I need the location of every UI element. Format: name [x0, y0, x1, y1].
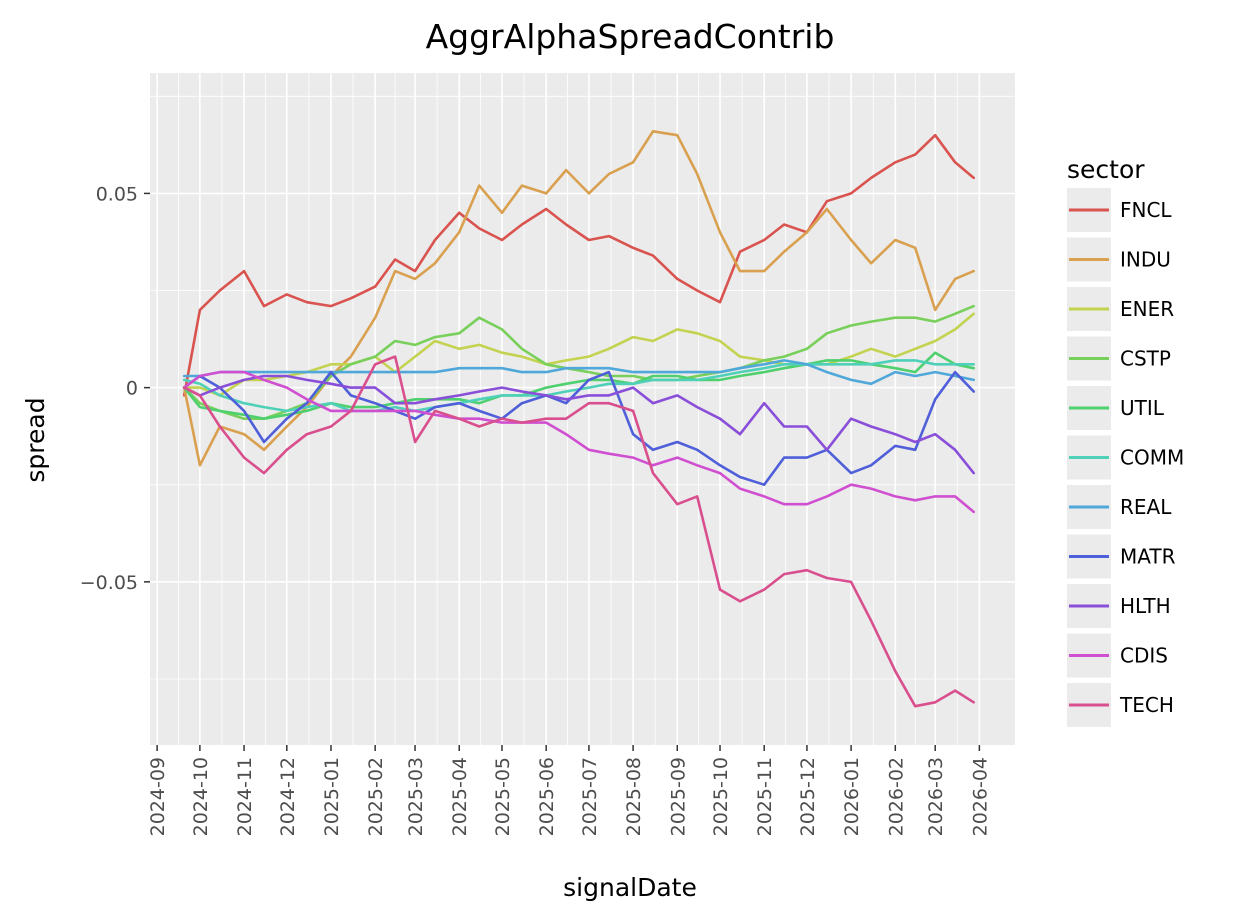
legend-label-hlth: HLTH: [1120, 594, 1171, 618]
chart-title: AggrAlphaSpreadContrib: [426, 17, 835, 56]
legend-label-tech: TECH: [1119, 693, 1174, 717]
series-line-hlth: [182, 374, 976, 475]
legend-label-ener: ENER: [1120, 297, 1174, 321]
y-tick-label: 0.05: [96, 183, 138, 205]
x-tick-label: 2025-05: [492, 757, 514, 836]
grid-major: [150, 73, 1015, 745]
series-line-util: [182, 351, 976, 421]
series-line-fncl: [182, 133, 976, 397]
x-tick-labels: 2024-09 2024-10 2024-11 2024-12 2025-01 2025-…: [147, 757, 991, 836]
series-line-ener: [182, 312, 976, 397]
legend: sector FNCL INDU ENER CSTP UTIL COMM REAL MATR H…: [1067, 155, 1184, 727]
y-tick-label: −0.05: [80, 572, 138, 594]
y-tick-label: 0: [126, 378, 138, 400]
x-axis-title: signalDate: [563, 873, 697, 902]
legend-label-matr: MATR: [1120, 545, 1176, 569]
x-tick-label: 2025-03: [405, 757, 427, 836]
x-tick-label: 2026-03: [925, 757, 947, 836]
x-tick-label: 2025-04: [449, 757, 471, 836]
x-tick-label: 2025-11: [754, 757, 776, 836]
legend-label-util: UTIL: [1120, 396, 1165, 420]
y-axis-title: spread: [21, 397, 50, 482]
x-tick-label: 2025-07: [579, 757, 601, 836]
legend-label-indu: INDU: [1120, 248, 1171, 272]
x-tick-label: 2025-01: [321, 757, 343, 836]
x-tick-label: 2024-12: [277, 757, 299, 836]
series-line-matr: [182, 370, 976, 487]
legend-label-cdis: CDIS: [1120, 644, 1168, 668]
legend-label-comm: COMM: [1120, 446, 1184, 470]
x-tick-label: 2024-11: [234, 757, 256, 836]
legend-items: FNCL INDU ENER CSTP UTIL COMM REAL MATR HLTH CDIS…: [1067, 188, 1184, 727]
series-line-cdis: [182, 370, 976, 514]
x-tick-label: 2025-08: [623, 757, 645, 836]
series-line-real: [182, 359, 976, 386]
series-line-tech: [182, 355, 976, 708]
x-tick-label: 2026-02: [885, 757, 907, 836]
series-lines: [182, 130, 976, 708]
axis-ticks: [144, 192, 981, 751]
legend-label-fncl: FNCL: [1120, 198, 1172, 222]
x-tick-label: 2025-12: [797, 757, 819, 836]
x-tick-label: 2026-01: [841, 757, 863, 836]
x-tick-label: 2026-04: [969, 757, 991, 836]
x-tick-label: 2024-10: [190, 757, 212, 836]
x-tick-label: 2025-06: [536, 757, 558, 836]
x-tick-label: 2025-02: [365, 757, 387, 836]
x-tick-label: 2025-09: [667, 757, 689, 836]
y-tick-labels: 0.05 0 −0.05: [80, 183, 138, 593]
x-tick-label: 2024-09: [147, 757, 169, 836]
legend-label-real: REAL: [1120, 495, 1172, 519]
series-line-comm: [182, 359, 976, 413]
legend-label-cstp: CSTP: [1120, 347, 1171, 371]
legend-title: sector: [1067, 155, 1145, 184]
x-tick-label: 2025-10: [710, 757, 732, 836]
